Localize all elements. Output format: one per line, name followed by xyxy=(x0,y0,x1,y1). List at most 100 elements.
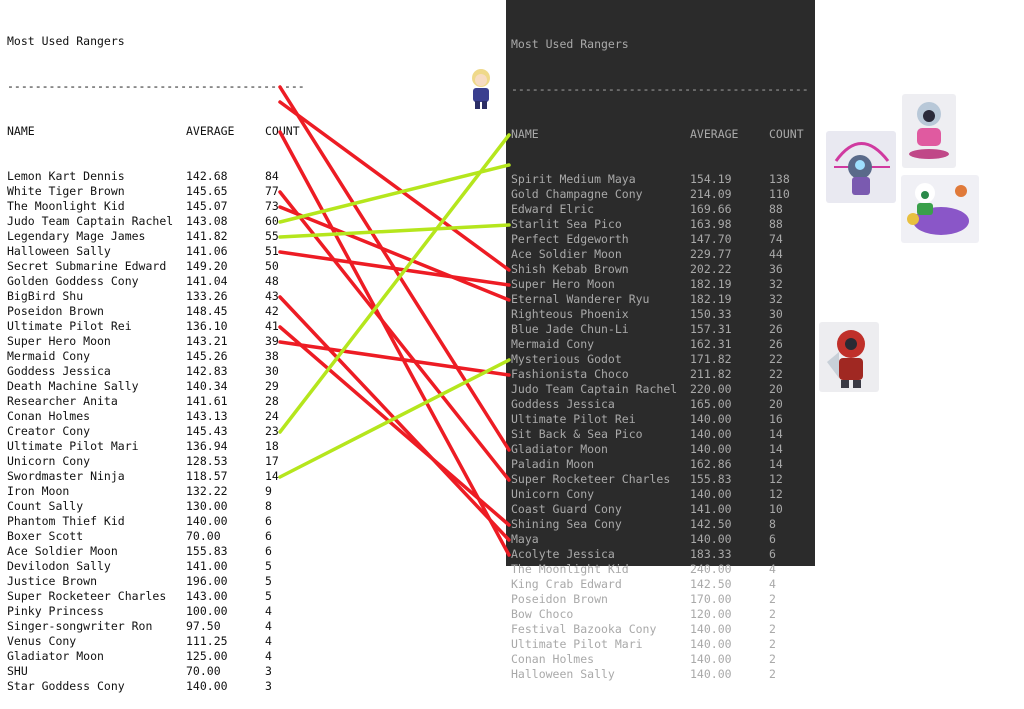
ranger-average: 154.19 xyxy=(690,172,732,186)
header-name: NAME xyxy=(7,124,35,138)
ranger-name: Edward Elric xyxy=(511,202,595,216)
ranger-count: 42 xyxy=(265,304,279,318)
table-row: Blue Jade Chun-Li 157.31 26 xyxy=(511,322,811,337)
ranger-average: 240.00 xyxy=(690,562,732,576)
ranger-average: 140.00 xyxy=(690,532,732,546)
ranger-count: 32 xyxy=(769,292,783,306)
ranger-average: 150.33 xyxy=(690,307,732,321)
table-row: Spirit Medium Maya 154.19 138 xyxy=(511,172,811,187)
ranger-average: 136.94 xyxy=(186,439,228,453)
table-row: Golden Goddess Cony 141.04 48 xyxy=(7,274,307,289)
ranger-count: 14 xyxy=(769,442,783,456)
ranger-count: 30 xyxy=(265,364,279,378)
ranger-average: 140.00 xyxy=(186,514,228,528)
ranger-name: Acolyte Jessica xyxy=(511,547,615,561)
table-row: Unicorn Cony 128.53 17 xyxy=(7,454,307,469)
ranger-count: 20 xyxy=(769,382,783,396)
ranger-count: 48 xyxy=(265,274,279,288)
ranger-name: Devilodon Sally xyxy=(7,559,111,573)
ranger-average: 120.00 xyxy=(690,607,732,621)
table-row: Halloween Sally 141.06 51 xyxy=(7,244,307,259)
ranger-count: 50 xyxy=(265,259,279,273)
table-row: Goddess Jessica 165.00 20 xyxy=(511,397,811,412)
ranger-count: 5 xyxy=(265,559,272,573)
pink-robot-sprite xyxy=(902,94,956,168)
table-row: Venus Cony 111.25 4 xyxy=(7,634,307,649)
table-row: Paladin Moon 162.86 14 xyxy=(511,457,811,472)
table-row: Goddess Jessica 142.83 30 xyxy=(7,364,307,379)
ranger-average: 142.50 xyxy=(690,517,732,531)
table-row: Shish Kebab Brown 202.22 36 xyxy=(511,262,811,277)
ranger-average: 130.00 xyxy=(186,499,228,513)
ranger-name: King Crab Edward xyxy=(511,577,622,591)
ranger-name: Swordmaster Ninja xyxy=(7,469,125,483)
ranger-count: 2 xyxy=(769,652,776,666)
ranger-name: Count Sally xyxy=(7,499,84,513)
ranger-count: 77 xyxy=(265,184,279,198)
ranger-name: Goddess Jessica xyxy=(511,397,615,411)
ranger-name: Judo Team Captain Rachel xyxy=(511,382,678,396)
ranger-average: 147.70 xyxy=(690,232,732,246)
ranger-name: Lemon Kart Dennis xyxy=(7,169,125,183)
ranger-name: Super Rocketeer Charles xyxy=(511,472,671,486)
ranger-average: 141.06 xyxy=(186,244,228,258)
ranger-name: Poseidon Brown xyxy=(511,592,608,606)
ranger-count: 3 xyxy=(265,664,272,678)
ranger-name: Death Machine Sally xyxy=(7,379,139,393)
ranger-average: 128.53 xyxy=(186,454,228,468)
table-row: Devilodon Sally 141.00 5 xyxy=(7,559,307,574)
table-row: Gold Champagne Cony 214.09 110 xyxy=(511,187,811,202)
ranger-name: Festival Bazooka Cony xyxy=(511,622,657,636)
red-connection-line xyxy=(278,130,511,557)
ranger-average: 142.50 xyxy=(690,577,732,591)
red-connection-line xyxy=(278,250,511,287)
table-row: White Tiger Brown 145.65 77 xyxy=(7,184,307,199)
table-row: Sit Back & Sea Pico 140.00 14 xyxy=(511,427,811,442)
ranger-count: 51 xyxy=(265,244,279,258)
ranger-average: 145.43 xyxy=(186,424,228,438)
table-row: Creator Cony 145.43 23 xyxy=(7,424,307,439)
ranger-count: 4 xyxy=(265,604,272,618)
ranger-average: 141.00 xyxy=(690,502,732,516)
table-row: Festival Bazooka Cony 140.00 2 xyxy=(511,622,811,637)
ranger-average: 162.31 xyxy=(690,337,732,351)
table-row: Mysterious Godot 171.82 22 xyxy=(511,352,811,367)
table-row: Ultimate Pilot Mari 136.94 18 xyxy=(7,439,307,454)
ranger-count: 6 xyxy=(769,547,776,561)
table-separator: ----------------------------------------… xyxy=(7,79,305,93)
ranger-average: 155.83 xyxy=(690,472,732,486)
green-connection-line xyxy=(278,358,511,479)
ranger-count: 74 xyxy=(769,232,783,246)
table-row: Singer-songwriter Ron 97.50 4 xyxy=(7,619,307,634)
right-panel-background xyxy=(506,0,815,566)
ranger-average: 145.65 xyxy=(186,184,228,198)
ranger-count: 18 xyxy=(265,439,279,453)
table-row: Ultimate Pilot Rei 136.10 41 xyxy=(7,319,307,334)
table-row: Gladiator Moon 140.00 14 xyxy=(511,442,811,457)
ranger-average: 141.82 xyxy=(186,229,228,243)
ranger-count: 84 xyxy=(265,169,279,183)
red-connection-line xyxy=(278,100,511,272)
table-row: Maya 140.00 6 xyxy=(511,532,811,547)
table-row: Ace Soldier Moon 155.83 6 xyxy=(7,544,307,559)
ranger-name: Unicorn Cony xyxy=(511,487,595,501)
table-row: Phantom Thief Kid 140.00 6 xyxy=(7,514,307,529)
right-table-body: Spirit Medium Maya 154.19 138 Gold Champagn… xyxy=(511,172,811,682)
ranger-average: 170.00 xyxy=(690,592,732,606)
table-row: Bow Choco 120.00 2 xyxy=(511,607,811,622)
ranger-count: 24 xyxy=(265,409,279,423)
ranger-name: Unicorn Cony xyxy=(7,454,91,468)
ranger-name: Ultimate Pilot Mari xyxy=(511,637,643,651)
table-row: Ultimate Pilot Mari 140.00 2 xyxy=(511,637,811,652)
ranger-name: Judo Team Captain Rachel xyxy=(7,214,174,228)
ranger-average: 70.00 xyxy=(186,664,221,678)
table-row: BigBird Shu 133.26 43 xyxy=(7,289,307,304)
ranger-name: Spirit Medium Maya xyxy=(511,172,636,186)
right-rangers-table: Most Used Rangers ----------------------… xyxy=(511,7,811,697)
table-row: SHU 70.00 3 xyxy=(7,664,307,679)
red-connection-line xyxy=(278,205,511,302)
ranger-count: 12 xyxy=(769,472,783,486)
ranger-average: 143.13 xyxy=(186,409,228,423)
ranger-count: 8 xyxy=(769,517,776,531)
ranger-name: Researcher Anita xyxy=(7,394,118,408)
